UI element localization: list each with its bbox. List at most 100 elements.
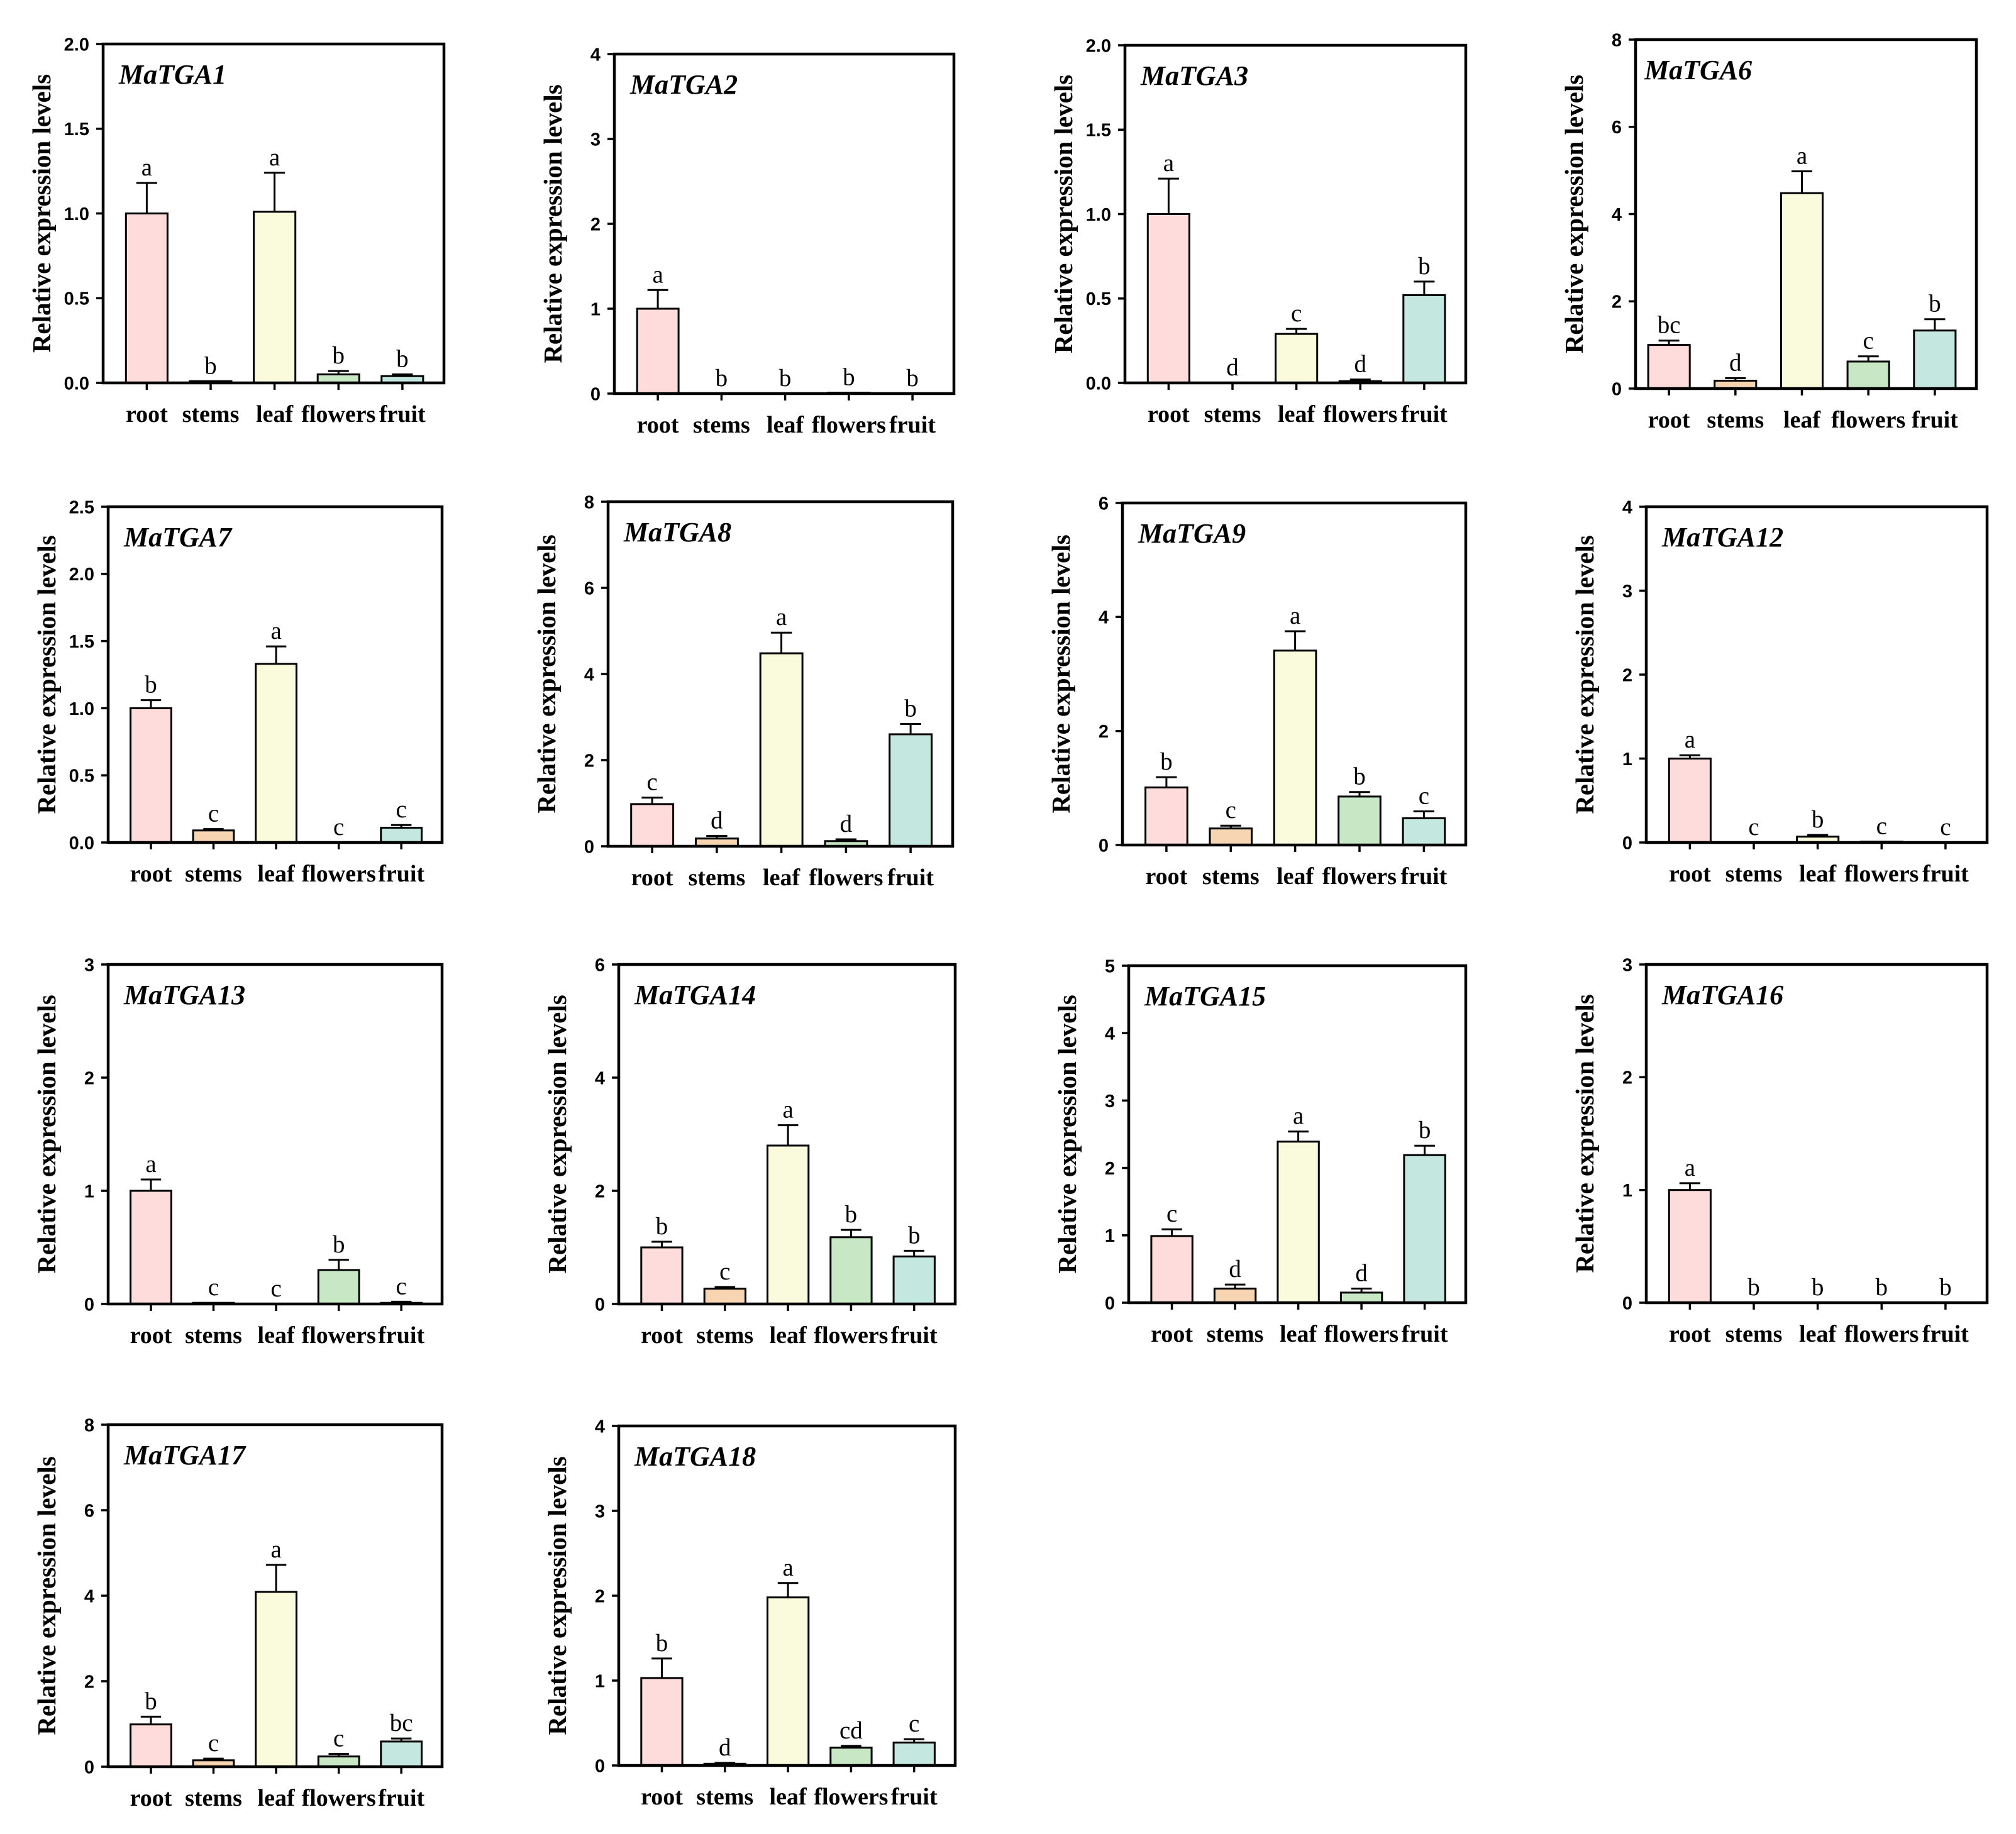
significance-letter-fruit: c bbox=[909, 1710, 919, 1737]
bar-leaf bbox=[767, 1144, 810, 1305]
y-tick-label: 1.5 bbox=[69, 632, 94, 652]
significance-letter-stems: d bbox=[1226, 354, 1239, 381]
error-bar-root bbox=[1679, 754, 1700, 759]
y-tick-label: 4 bbox=[595, 1417, 605, 1437]
bar-leaf bbox=[253, 211, 297, 384]
chart-panel-matga18: b d a cd c 0 1 2 3 4 root stems leaf flowers fruit MaTG… bbox=[543, 1417, 957, 1810]
significance-letter-leaf: a bbox=[270, 617, 281, 644]
x-tick-label-root: root bbox=[130, 861, 172, 887]
bar-stems bbox=[1213, 1288, 1257, 1304]
x-tick-label-leaf: leaf bbox=[1277, 863, 1314, 890]
significance-letter-root: b bbox=[145, 671, 157, 699]
significance-letter-stems: c bbox=[1748, 814, 1759, 841]
y-tick-label: 1.0 bbox=[64, 204, 89, 224]
y-tick-label: 2 bbox=[595, 1586, 605, 1606]
y-tick-label: 2 bbox=[1105, 1159, 1115, 1179]
significance-letter-root: bc bbox=[1658, 312, 1681, 339]
y-tick-label: 5 bbox=[1105, 956, 1115, 976]
y-tick-label: 2 bbox=[590, 214, 601, 235]
y-tick-label: 4 bbox=[1622, 497, 1632, 517]
chart-panel-matga1: a b a b b 0.0 0.5 1.0 1.5 2.0 root stems leaf flowers… bbox=[27, 35, 446, 428]
y-tick-label: 1 bbox=[84, 1181, 94, 1201]
significance-letter-root: a bbox=[1685, 726, 1695, 753]
x-tick-label-fruit: fruit bbox=[1922, 1321, 1969, 1347]
x-tick-label-stems: stems bbox=[1204, 401, 1261, 428]
bar-leaf bbox=[1780, 192, 1824, 390]
chart-title: MaTGA8 bbox=[623, 517, 731, 548]
bar-fruit bbox=[1403, 1154, 1446, 1304]
x-tick-label-leaf: leaf bbox=[770, 1784, 807, 1810]
x-tick-label-flowers: flowers bbox=[1831, 407, 1905, 433]
significance-letter-flowers: c bbox=[1863, 328, 1874, 355]
error-bar-root bbox=[1679, 1182, 1700, 1190]
chart-panel-matga3: a d c d b 0.0 0.5 1.0 1.5 2.0 root stems leaf flowers… bbox=[1049, 36, 1468, 428]
x-tick-label-stems: stems bbox=[696, 1322, 753, 1349]
error-bar-fruit bbox=[904, 1249, 924, 1257]
error-bar-stems bbox=[1725, 377, 1746, 381]
x-tick-label-stems: stems bbox=[1207, 1321, 1264, 1347]
bar-root bbox=[130, 1723, 172, 1768]
bar-stems bbox=[192, 829, 235, 844]
x-tick-label-fruit: fruit bbox=[379, 401, 426, 428]
significance-letter-fruit: b bbox=[1419, 1117, 1431, 1144]
error-bar-leaf bbox=[265, 645, 287, 664]
y-tick-label: 4 bbox=[584, 665, 594, 685]
x-tick-label-leaf: leaf bbox=[258, 861, 296, 887]
y-tick-label: 1.0 bbox=[1086, 205, 1111, 225]
y-tick-label: 0 bbox=[1612, 379, 1622, 399]
y-tick-label: 8 bbox=[584, 492, 594, 512]
significance-letter-fruit: b bbox=[1939, 1274, 1952, 1301]
y-tick-label: 1.5 bbox=[64, 119, 89, 140]
x-tick-label-root: root bbox=[130, 1322, 172, 1349]
error-bar-root bbox=[1658, 340, 1680, 345]
y-tick-label: 0.0 bbox=[64, 373, 89, 394]
y-tick-label: 1 bbox=[590, 299, 601, 319]
significance-letter-flowers: b bbox=[845, 1201, 858, 1228]
chart-title: MaTGA15 bbox=[1144, 981, 1266, 1012]
y-tick-label: 4 bbox=[1099, 608, 1109, 628]
x-tick-label-flowers: flowers bbox=[1844, 1321, 1919, 1347]
x-tick-label-leaf: leaf bbox=[1783, 407, 1821, 433]
x-tick-label-root: root bbox=[1151, 1321, 1193, 1347]
y-tick-label: 2.0 bbox=[64, 35, 89, 55]
error-bar-root bbox=[641, 797, 663, 804]
chart-title: MaTGA1 bbox=[118, 59, 226, 90]
x-tick-label-leaf: leaf bbox=[258, 1322, 296, 1349]
y-axis-label: Relative expression levels bbox=[27, 74, 56, 353]
x-tick-label-leaf: leaf bbox=[1799, 861, 1837, 887]
y-tick-label: 0 bbox=[595, 1756, 605, 1776]
y-tick-label: 0 bbox=[1622, 833, 1632, 853]
error-bar-flowers bbox=[328, 1753, 349, 1757]
x-tick-label-flowers: flowers bbox=[812, 412, 886, 438]
y-tick-label: 0 bbox=[84, 1757, 94, 1777]
x-tick-label-leaf: leaf bbox=[1799, 1321, 1837, 1347]
x-tick-label-root: root bbox=[1648, 407, 1690, 433]
significance-letter-root: b bbox=[145, 1688, 157, 1715]
x-tick-label-fruit: fruit bbox=[1922, 861, 1969, 887]
bar-leaf bbox=[255, 1591, 298, 1768]
x-tick-label-root: root bbox=[1669, 861, 1711, 887]
y-axis-label: Relative expression levels bbox=[1046, 534, 1075, 813]
y-tick-label: 2 bbox=[1099, 722, 1109, 742]
y-tick-label: 3 bbox=[590, 130, 601, 150]
y-axis-label: Relative expression levels bbox=[32, 535, 61, 814]
significance-letter-fruit: c bbox=[396, 1273, 407, 1300]
x-tick-label-stems: stems bbox=[185, 861, 242, 887]
x-tick-label-leaf: leaf bbox=[256, 401, 294, 428]
bar-fruit bbox=[892, 1255, 936, 1305]
significance-letter-root: b bbox=[1160, 748, 1173, 775]
significance-letter-stems: c bbox=[208, 1274, 219, 1301]
significance-letter-leaf: a bbox=[776, 604, 787, 631]
y-tick-label: 0.0 bbox=[1086, 373, 1111, 394]
error-bar-flowers bbox=[841, 1229, 861, 1237]
significance-letter-leaf: a bbox=[782, 1097, 793, 1124]
y-tick-label: 3 bbox=[84, 955, 94, 975]
significance-letter-flowers: c bbox=[333, 1725, 344, 1752]
x-tick-label-fruit: fruit bbox=[891, 1322, 938, 1349]
error-bar-leaf bbox=[1286, 328, 1307, 334]
x-tick-label-stems: stems bbox=[182, 401, 240, 428]
error-bar-stems bbox=[1220, 824, 1241, 829]
x-tick-label-stems: stems bbox=[185, 1785, 242, 1811]
y-tick-label: 2 bbox=[595, 1181, 605, 1201]
y-tick-label: 1.5 bbox=[1086, 121, 1111, 141]
